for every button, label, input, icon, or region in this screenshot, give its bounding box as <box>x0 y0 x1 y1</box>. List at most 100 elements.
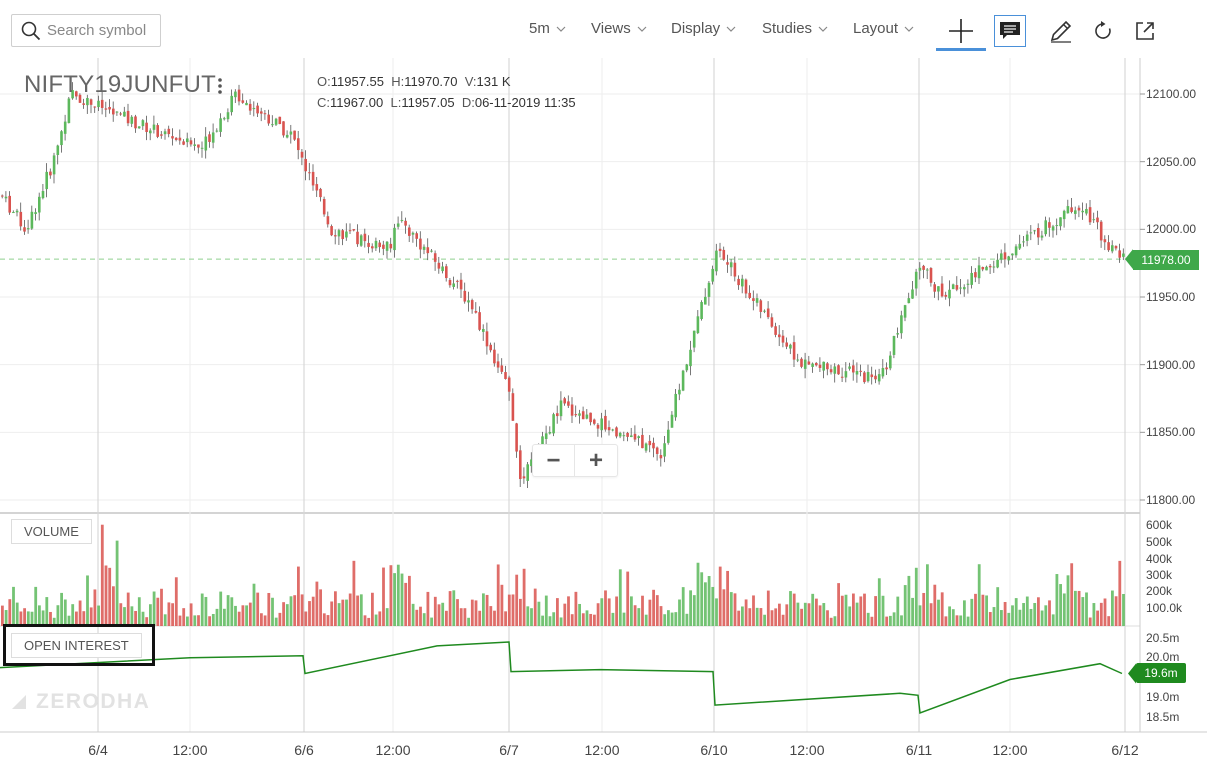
candle-body <box>167 128 171 135</box>
display-menu[interactable]: Display <box>671 20 736 37</box>
candle-body <box>308 172 311 174</box>
search-input[interactable] <box>47 22 157 39</box>
volume-bar <box>570 614 574 626</box>
volume-bar <box>659 606 663 626</box>
candle-body <box>282 121 285 136</box>
date-value: 06-11-2019 11:35 <box>474 95 576 110</box>
candle-body <box>293 130 296 140</box>
views-menu[interactable]: Views <box>591 20 647 37</box>
volume-bar <box>211 613 215 626</box>
candle-body <box>448 279 452 286</box>
candle-body <box>63 121 67 134</box>
volume-bar <box>618 569 622 626</box>
candle-body <box>870 374 874 378</box>
candle-body <box>585 414 589 419</box>
candle-body <box>774 326 777 335</box>
volume-tick-label: 600k <box>1146 518 1173 532</box>
candle-body <box>178 137 182 141</box>
volume-bar <box>774 608 778 626</box>
volume-bar <box>741 606 744 626</box>
volume-bar <box>578 603 581 626</box>
refresh-button[interactable] <box>1088 16 1118 46</box>
volume-bar <box>441 602 445 626</box>
candle-body <box>1018 243 1022 249</box>
volume-bar <box>208 616 211 626</box>
candle-body <box>174 137 178 140</box>
volume-bar <box>796 602 800 626</box>
volume-bar <box>815 598 818 626</box>
candle-body <box>67 98 71 124</box>
symbol-menu-button[interactable] <box>216 76 224 96</box>
ohlc-row-1: O:11957.55 H:11970.70 V:131 K <box>317 74 511 89</box>
volume-bar <box>1003 601 1007 626</box>
interval-dropdown[interactable]: 5m <box>529 20 566 37</box>
zoom-in-button[interactable]: + <box>589 446 604 474</box>
volume-bar <box>1066 575 1070 626</box>
candle-body <box>193 144 196 146</box>
candle-body <box>378 242 381 248</box>
candle-body <box>1114 245 1118 249</box>
low-value: 11957.05 <box>401 95 455 110</box>
candle-body <box>1011 253 1014 256</box>
candle-body <box>515 423 518 452</box>
volume-bar <box>152 591 156 626</box>
volume-panel-label[interactable]: VOLUME <box>11 519 92 544</box>
candle-body <box>937 286 940 292</box>
volume-bar <box>770 610 774 626</box>
volume-bar <box>160 588 163 626</box>
volume-bar <box>877 578 881 626</box>
volume-bar <box>630 596 633 626</box>
search-icon <box>21 21 41 40</box>
candle-body <box>622 435 626 437</box>
candle-body <box>922 265 925 270</box>
candle-body <box>234 91 237 98</box>
candle-body <box>1118 250 1121 258</box>
candle-body <box>900 315 903 334</box>
volume-bar <box>763 614 766 626</box>
candle-body <box>807 361 811 365</box>
studies-menu[interactable]: Studies <box>762 20 828 37</box>
volume-bar <box>940 592 944 626</box>
candle-body <box>1044 220 1047 235</box>
candle-body <box>482 328 485 332</box>
chart-grid <box>0 58 1140 732</box>
symbol-title: NIFTY19JUNFUT <box>24 71 216 98</box>
candle-body <box>371 246 374 249</box>
volume-bar <box>167 602 171 626</box>
candle-body <box>56 145 60 155</box>
layout-menu[interactable]: Layout <box>853 20 914 37</box>
volume-bar <box>1033 602 1037 626</box>
candle-body <box>959 287 962 289</box>
crosshair-tab[interactable] <box>936 14 986 51</box>
oi-panel-label[interactable]: OPEN INTEREST <box>11 633 142 658</box>
search-box[interactable] <box>11 14 161 47</box>
price-tick-label: 11800.00 <box>1146 493 1196 507</box>
zoom-out-button[interactable]: − <box>533 445 576 476</box>
candle-body <box>951 284 955 290</box>
volume-bar <box>378 611 382 626</box>
popout-button[interactable] <box>1130 16 1160 46</box>
volume-tick-label: 100.0k <box>1146 601 1183 615</box>
draw-button[interactable] <box>1046 16 1076 46</box>
zerodha-logo-icon <box>12 695 26 709</box>
time-tick-label: 6/12 <box>1111 742 1139 758</box>
candle-body <box>1051 226 1055 231</box>
candle-body <box>315 184 319 191</box>
volume-bar <box>163 614 167 626</box>
volume-bar <box>944 616 948 626</box>
volume-bar <box>293 595 297 626</box>
candle-body <box>478 312 481 330</box>
time-tick-label: 6/11 <box>905 742 933 758</box>
chat-button[interactable] <box>994 15 1026 47</box>
volume-bar <box>445 610 448 626</box>
candle-body <box>330 226 333 236</box>
candle-body <box>1048 222 1051 228</box>
volume-bar <box>237 611 241 626</box>
volume-bar <box>692 595 696 626</box>
volume-tick-label: 300k <box>1146 568 1173 582</box>
candle-body <box>271 124 274 126</box>
candle-body <box>504 372 507 379</box>
volume-bar <box>1037 597 1040 626</box>
candle-body <box>1107 242 1110 251</box>
